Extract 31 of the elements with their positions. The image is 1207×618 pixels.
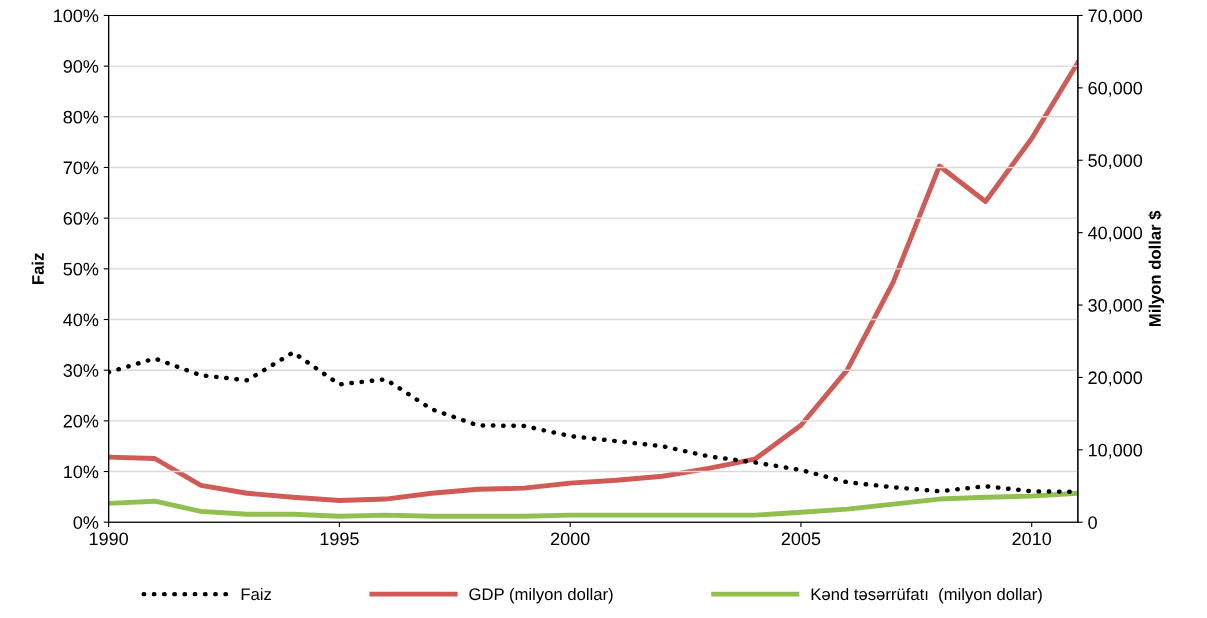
y-tick-label: 40%	[63, 313, 99, 327]
x-tick-label: 1995	[320, 532, 359, 546]
y-tick-label: 100%	[54, 9, 99, 23]
y-tick-label: 0%	[73, 516, 99, 529]
legend-label: GDP (milyon dollar)	[469, 587, 613, 604]
y2-tick-label: 20,000	[1088, 371, 1143, 387]
y2-tick-label: 50,000	[1088, 154, 1143, 170]
y2-tick-label: 10,000	[1088, 443, 1143, 459]
y-tick-label: 20%	[63, 414, 99, 428]
line-series	[108, 60, 1078, 503]
y-tick-label: 70%	[63, 161, 99, 175]
y2-tick-label: 30,000	[1088, 298, 1143, 314]
y2-axis-title: Milyon dollar $	[1148, 210, 1165, 327]
x-tick-label: 2005	[781, 532, 821, 546]
legend-label: Faiz	[241, 587, 272, 601]
y-tick-label: 60%	[63, 212, 99, 225]
y-tick-label: 90%	[63, 60, 99, 73]
y-axis-title: Faiz	[31, 253, 44, 284]
y2-tick-label: 40,000	[1087, 226, 1143, 242]
line-series	[108, 490, 1078, 519]
x-tick-label: 1990	[89, 532, 129, 546]
y-tick-label: 10%	[64, 465, 99, 479]
y2-tick-label: 70,000	[1088, 9, 1143, 25]
legend-label: Kənd təsərrüfatı (milyon dollar)	[811, 587, 1042, 604]
y2-tick-label: 60,000	[1088, 81, 1143, 97]
x-tick-label: 2000	[550, 532, 590, 546]
y-tick-label: 50%	[63, 262, 99, 276]
y2-tick-label: 0	[1088, 516, 1097, 529]
y-tick-label: 80%	[63, 110, 99, 124]
y-tick-label: 30%	[63, 364, 99, 377]
x-tick-label: 2010	[1012, 532, 1052, 546]
